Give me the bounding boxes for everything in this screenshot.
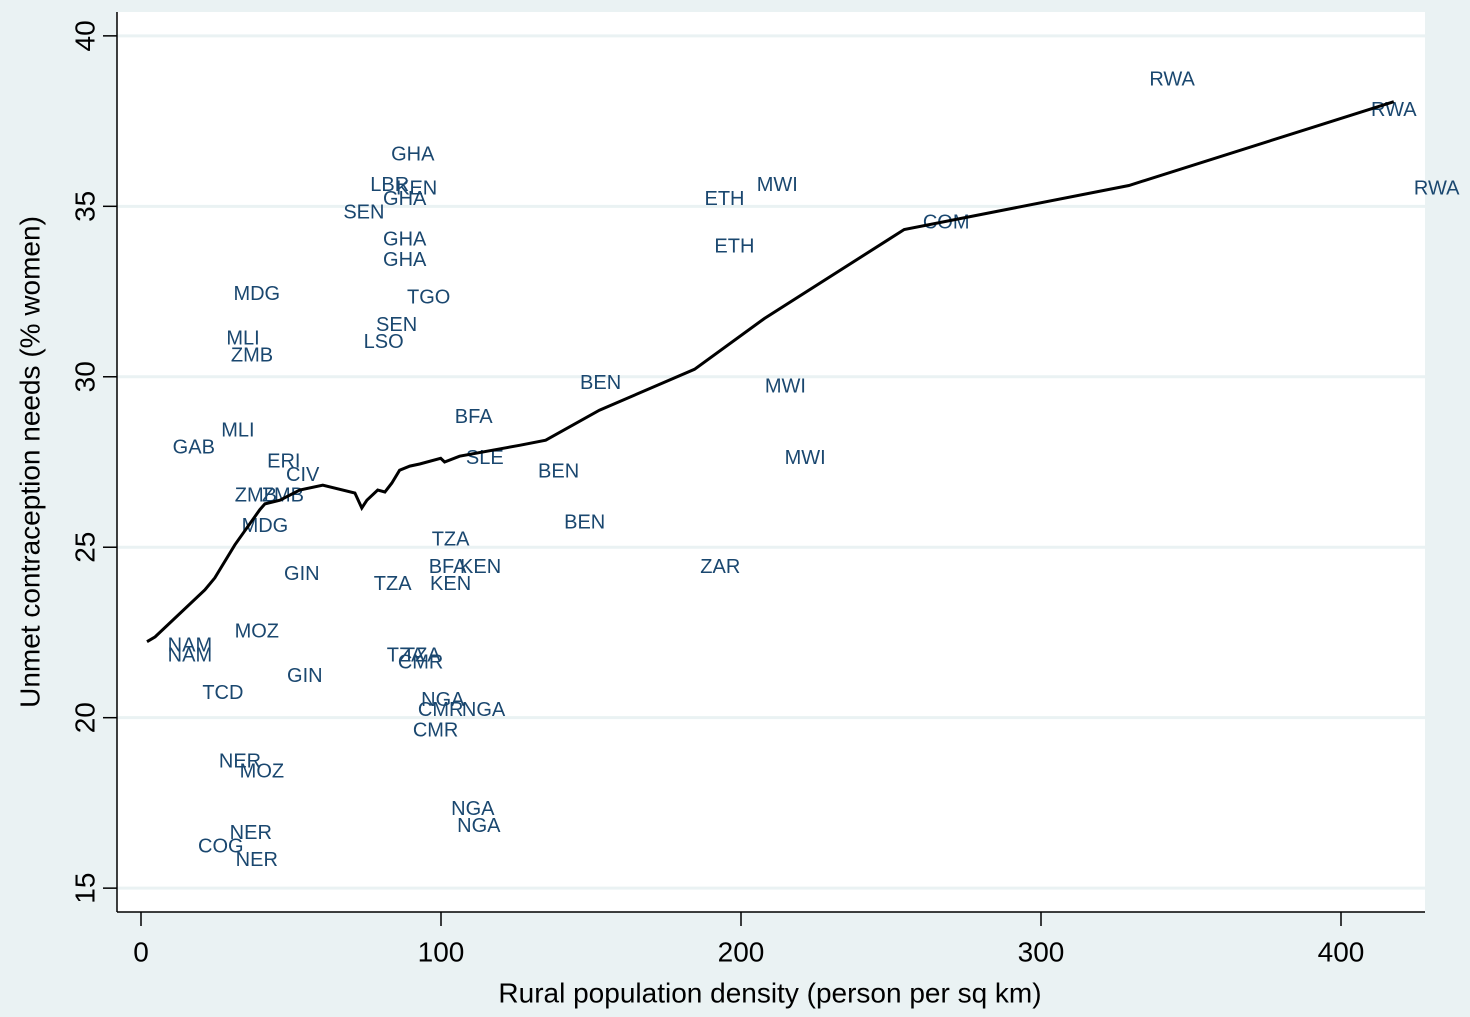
point-label: TZA	[432, 529, 470, 551]
point-label: NGA	[421, 689, 465, 711]
point-label: TZA	[387, 645, 425, 667]
point-label: SEN	[376, 314, 417, 336]
point-label: GIN	[284, 563, 320, 585]
point-label: NER	[236, 849, 278, 871]
point-label: CIV	[286, 464, 320, 486]
point-label: GHA	[383, 229, 427, 251]
point-label: ZMB	[231, 345, 273, 367]
x-tick-label: 200	[718, 936, 765, 967]
point-label: GHA	[383, 249, 427, 271]
point-label: NER	[219, 750, 261, 772]
point-label: RWA	[1371, 99, 1417, 121]
point-label: ETH	[714, 236, 754, 258]
point-label: KEN	[460, 556, 501, 578]
point-label: TCD	[202, 682, 243, 704]
y-tick-label: 20	[69, 702, 100, 733]
point-label: ZAR	[700, 556, 740, 578]
point-label: CMR	[418, 699, 464, 721]
point-label: NGA	[451, 798, 495, 820]
y-tick-label: 35	[69, 191, 100, 222]
point-label: MLI	[226, 328, 259, 350]
point-label: MOZ	[235, 621, 279, 643]
point-label: GHA	[383, 188, 427, 210]
y-tick-label: 40	[69, 20, 100, 51]
point-label: NGA	[457, 815, 501, 837]
point-label: COG	[198, 836, 244, 858]
x-tick-label: 400	[1318, 936, 1365, 967]
x-tick-label: 100	[418, 936, 465, 967]
point-label: ETH	[705, 188, 745, 210]
point-label: SEN	[343, 201, 384, 223]
point-label: NAM	[168, 645, 212, 667]
x-axis-label: Rural population density (person per sq …	[498, 977, 1041, 1008]
y-tick-label: 30	[69, 361, 100, 392]
point-label: GIN	[287, 665, 323, 687]
point-label: TGO	[407, 287, 450, 309]
plot-area	[117, 12, 1425, 912]
point-label: NGA	[462, 699, 506, 721]
point-label: BFA	[429, 556, 467, 578]
point-label: BEN	[538, 461, 579, 483]
point-label: BEN	[564, 512, 605, 534]
point-label: RWA	[1149, 68, 1195, 90]
x-tick-label: 300	[1018, 936, 1065, 967]
y-tick-label: 15	[69, 873, 100, 904]
point-label: MWI	[765, 375, 806, 397]
point-label: BEN	[580, 372, 621, 394]
point-label: MWI	[757, 174, 798, 196]
point-label: CMR	[413, 720, 459, 742]
point-label: CMR	[398, 651, 444, 673]
point-label: TZA	[374, 573, 412, 595]
point-label: MDG	[233, 283, 280, 305]
x-tick-label: 0	[133, 936, 149, 967]
fit-line	[146, 100, 1395, 643]
point-label: GAB	[173, 437, 215, 459]
point-label: NAM	[168, 634, 212, 656]
point-label: NER	[230, 822, 272, 844]
point-label: RWA	[1414, 178, 1460, 200]
point-label: MLI	[221, 420, 254, 442]
point-label: ZMB	[235, 484, 277, 506]
point-label: LSO	[364, 331, 404, 353]
point-label: BFA	[455, 406, 493, 428]
point-label: KEN	[430, 573, 471, 595]
point-label: LBR	[370, 174, 409, 196]
point-label: KEN	[396, 178, 437, 200]
y-tick-label: 25	[69, 532, 100, 563]
point-label: MWI	[785, 447, 826, 469]
point-label: GHA	[391, 143, 435, 165]
y-axis-label: Unmet contraception needs (% women)	[14, 216, 45, 708]
point-label: MOZ	[240, 761, 284, 783]
point-label: ERI	[267, 450, 300, 472]
point-label: TZA	[403, 645, 441, 667]
